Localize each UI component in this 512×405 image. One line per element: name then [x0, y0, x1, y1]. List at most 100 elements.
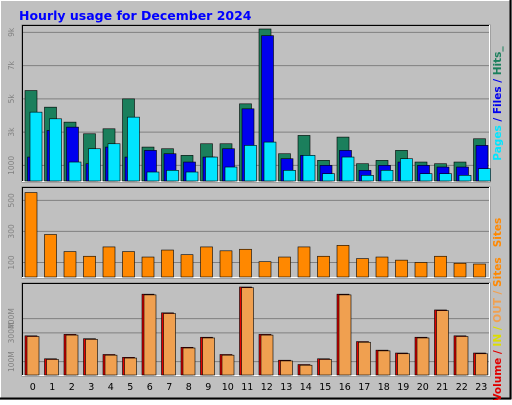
bar-pages-22: [458, 175, 472, 182]
bar-sites-1: [44, 234, 57, 278]
bar-pages-7: [166, 170, 179, 182]
x-axis-labels: 0 1 2 3 4 5 6 7 8 9 10 11 12 13 14 15 16 17 18 19 20 21 22 23: [30, 382, 488, 393]
bar-sites-10: [219, 250, 233, 278]
bar-out-0: [26, 336, 40, 376]
y-tick-label: 9k: [7, 27, 16, 37]
panel-hits-files-pages: 1000 3k 5k 7k 9k Pages / Files / Hits_: [7, 24, 504, 183]
bar-out-2: [65, 334, 79, 376]
bar-sites-21: [434, 255, 447, 278]
bar-sites-17: [356, 258, 369, 278]
bar-out-23: [475, 353, 488, 376]
bar-pages-6: [146, 171, 160, 182]
x-tick-label: 6: [147, 382, 153, 393]
x-tick-label: 14: [300, 382, 312, 393]
panel-sites: 100 300 500 Sites: [7, 186, 504, 279]
bar-out-11: [241, 287, 254, 376]
chart-title: Hourly usage for December 2024: [19, 8, 252, 23]
bar-pages-5: [127, 116, 140, 182]
bar-pages-2: [68, 161, 82, 182]
x-tick-label: 2: [69, 382, 75, 393]
bar-sites-16: [336, 245, 350, 278]
x-tick-label: 17: [358, 382, 370, 393]
bar-out-8: [182, 347, 196, 376]
x-tick-label: 12: [261, 382, 273, 393]
y-tick-label: 7k: [7, 60, 16, 70]
y-tick-label: 1000: [7, 156, 16, 175]
bar-sites-6: [141, 256, 155, 278]
x-tick-label: 15: [319, 382, 331, 393]
bar-out-6: [143, 294, 157, 376]
bar-pages-3: [88, 148, 101, 182]
bar-out-13: [280, 360, 293, 376]
x-tick-label: 20: [417, 382, 429, 393]
bar-out-12: [260, 334, 274, 376]
y-tick-label: 400M: [7, 308, 16, 329]
bar-pages-20: [419, 173, 433, 182]
x-tick-label: 22: [456, 382, 468, 393]
x-tick-label: 23: [475, 382, 487, 393]
bar-sites-23: [473, 263, 486, 278]
bar-pages-8: [185, 171, 199, 182]
bar-pages-16: [341, 156, 355, 182]
bar-sites-2: [63, 251, 77, 278]
bar-out-7: [163, 313, 176, 376]
x-tick-label: 5: [127, 382, 133, 393]
bar-pages-0: [29, 111, 43, 182]
bar-sites-12: [258, 261, 272, 278]
bar-out-9: [202, 337, 215, 376]
x-tick-label: 1: [49, 382, 55, 393]
bar-out-5: [124, 357, 137, 376]
bar-pages-4: [107, 143, 121, 182]
bar-sites-4: [102, 246, 116, 278]
bar-pages-21: [439, 173, 452, 182]
legend-entry: Hits: [492, 52, 504, 76]
legend-entry: /: [492, 347, 504, 358]
x-tick-label: 13: [280, 382, 292, 393]
bar-pages-12: [263, 141, 277, 182]
bar-pages-9: [205, 156, 218, 182]
x-tick-label: 4: [108, 382, 114, 393]
y-tick-label: 300: [7, 224, 16, 239]
x-tick-label: 3: [88, 382, 94, 393]
bar-out-20: [416, 337, 430, 376]
bar-sites-22: [453, 262, 467, 278]
x-tick-label: 0: [30, 382, 36, 393]
legend-entry: /: [492, 75, 504, 86]
legend-entry: Pages: [492, 125, 504, 160]
legend-volume: Volume / IN / OUT / Sites: [492, 257, 504, 400]
x-tick-label: 19: [397, 382, 409, 393]
legend-entry: Volume: [492, 358, 504, 400]
x-tick-label: 16: [339, 382, 351, 393]
legend-entry: Files: [492, 86, 504, 114]
bar-sites-9: [200, 246, 213, 278]
bar-sites-11: [239, 248, 252, 278]
bar-out-4: [104, 354, 118, 376]
bar-pages-17: [361, 175, 374, 182]
x-tick-label: 11: [241, 382, 253, 393]
bar-sites-19: [395, 259, 408, 278]
x-tick-label: 18: [378, 382, 390, 393]
bar-pages-1: [49, 118, 62, 182]
bar-out-21: [436, 310, 449, 376]
bar-sites-8: [180, 254, 194, 278]
y-tick-label: 5k: [7, 94, 16, 104]
x-tick-label: 7: [166, 382, 172, 393]
bar-out-19: [397, 353, 410, 376]
y-tick-label: 100: [7, 255, 16, 270]
bar-sites-15: [317, 255, 330, 278]
bar-sites-7: [161, 249, 174, 278]
bar-out-16: [338, 294, 352, 376]
bar-sites-5: [122, 251, 135, 278]
y-tick-label: 300M: [7, 323, 16, 344]
bar-out-18: [377, 350, 391, 376]
bar-pages-23: [478, 168, 491, 182]
bar-out-3: [85, 339, 98, 376]
bar-out-15: [319, 359, 332, 376]
legend-entry: IN: [492, 334, 504, 347]
bar-sites-20: [414, 262, 428, 278]
x-tick-label: 8: [186, 382, 192, 393]
bar-sites-0: [24, 192, 38, 278]
x-tick-label: 10: [222, 382, 234, 393]
